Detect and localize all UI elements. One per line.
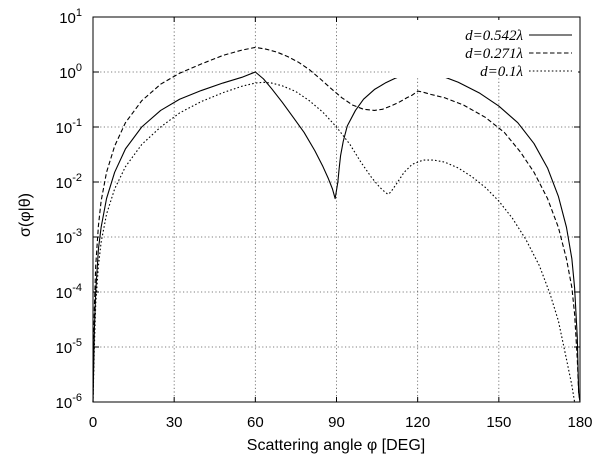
x-tick-label: 180 — [567, 414, 592, 431]
x-tick-label: 0 — [89, 414, 97, 431]
y-tick-label: 101 — [59, 7, 82, 27]
legend-label: d=0.1λ — [480, 64, 523, 80]
x-tick-label: 90 — [328, 414, 345, 431]
series-line-dotted — [92, 81, 580, 403]
y-axis-label: σ(φ|θ) — [17, 193, 34, 237]
x-axis-label: Scattering angle φ [DEG] — [247, 437, 425, 454]
x-tick-label: 150 — [486, 414, 511, 431]
y-tick-label: 10-5 — [56, 337, 82, 357]
y-tick-label: 100 — [59, 62, 82, 82]
y-tick-label: 10-3 — [56, 227, 82, 247]
y-tick-label: 10-4 — [56, 282, 82, 302]
y-tick-label: 10-6 — [56, 392, 82, 412]
grid — [93, 17, 580, 402]
legend-background — [392, 20, 578, 78]
x-tick-label: 30 — [166, 414, 183, 431]
legend: d=0.542λ d=0.271λ d=0.1λ — [392, 20, 578, 80]
legend-label: d=0.542λ — [465, 28, 523, 44]
y-tick-label: 10-2 — [56, 172, 82, 192]
y-axis: 10-6 10-5 10-4 10-3 10-2 10-1 100 101 — [56, 7, 580, 412]
legend-label: d=0.271λ — [465, 46, 523, 62]
x-tick-label: 60 — [247, 414, 264, 431]
x-tick-label: 120 — [405, 414, 430, 431]
series-lines — [92, 46, 581, 403]
y-tick-label: 10-1 — [56, 117, 82, 137]
x-axis: 0 30 60 90 120 150 180 — [89, 17, 593, 431]
series-line-solid — [92, 68, 581, 403]
